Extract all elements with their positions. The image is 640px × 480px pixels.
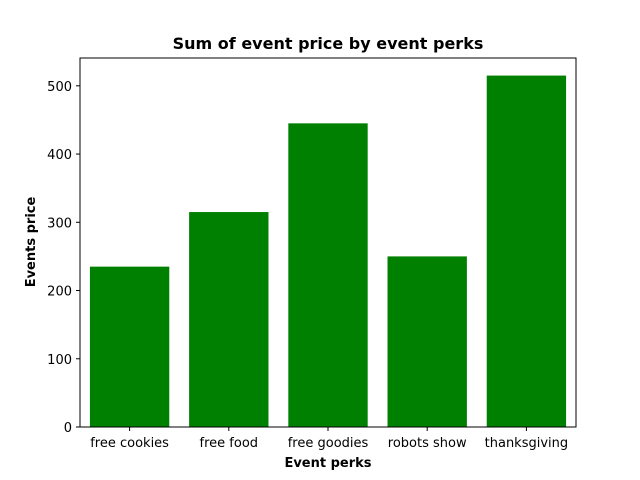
x-axis-label: Event perks xyxy=(284,456,371,471)
bar-free-cookies xyxy=(89,266,170,427)
chart-title: Sum of event price by event perks xyxy=(173,34,484,53)
bar-thanksgiving xyxy=(486,75,567,428)
x-tick-label: thanksgiving xyxy=(485,436,569,451)
bar-free-goodies xyxy=(288,123,368,428)
y-tick-label: 200 xyxy=(47,285,72,300)
x-axis-ticks: free cookies free food free goodies robots … xyxy=(90,427,568,451)
y-tick-label: 400 xyxy=(47,148,72,163)
plot-frame xyxy=(79,57,577,428)
y-axis-ticks: 0 100 200 300 400 500 xyxy=(47,80,80,436)
bars-group xyxy=(89,75,567,428)
x-tick-label: robots show xyxy=(388,436,467,451)
x-tick-label: free cookies xyxy=(90,436,169,451)
y-tick-label: 100 xyxy=(47,353,72,368)
y-tick-label: 0 xyxy=(64,421,72,436)
y-tick-label: 300 xyxy=(47,216,72,231)
y-tick-label: 500 xyxy=(47,80,72,95)
y-axis-label: Events price xyxy=(24,197,39,288)
x-tick-label: free goodies xyxy=(288,436,369,451)
x-tick-label: free food xyxy=(200,436,259,451)
bar-robots-show xyxy=(387,256,467,427)
bar-free-food xyxy=(189,212,269,427)
